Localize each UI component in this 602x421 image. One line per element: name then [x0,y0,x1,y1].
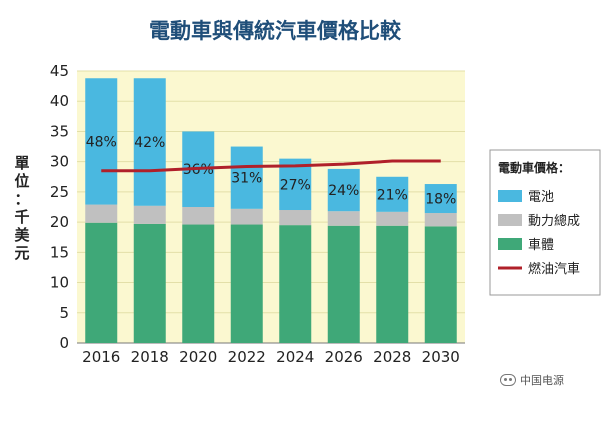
bar-動力總成-2018 [133,205,166,224]
x-tick-label: 2024 [276,348,314,366]
x-tick-label: 2026 [325,348,363,366]
x-tick-label: 2030 [422,348,460,366]
legend-swatch [498,214,522,226]
legend-label: 電池 [528,190,554,205]
y-tick-label: 5 [59,304,69,322]
battery-share-label: 27% [280,177,311,193]
legend-swatch [498,238,522,250]
legend-swatch [498,190,522,202]
battery-share-label: 18% [425,192,456,208]
legend-label: 動力總成 [528,213,580,229]
y-tick-label: 15 [50,243,69,261]
y-axis-label-char: 位 [14,172,29,190]
y-tick-label: 35 [50,122,69,140]
y-tick-label: 45 [50,62,69,80]
bar-車體-2022 [230,224,263,343]
bar-電池-2030 [424,184,457,214]
y-axis-label-char: 千 [14,208,29,226]
bar-電池-2028 [376,176,409,212]
y-tick-label: 40 [50,92,69,110]
y-tick-label: 30 [50,153,69,171]
watermark-text: 中国电源 [520,374,564,387]
y-tick-label: 20 [50,213,69,231]
y-axis-label-char: ： [14,190,29,208]
chart-title: 電動車與傳統汽車價格比較 [149,19,402,43]
bar-動力總成-2022 [230,208,263,225]
bar-車體-2020 [182,224,215,343]
bar-車體-2028 [376,225,409,343]
bar-動力總成-2020 [182,207,215,225]
bar-動力總成-2028 [376,211,409,226]
y-axis-label-char: 元 [14,244,29,262]
x-tick-label: 2016 [82,348,120,366]
y-axis-label: 單位：千美元 [14,154,30,262]
bar-動力總成-2030 [424,213,457,227]
y-tick-label: 25 [50,183,69,201]
bar-車體-2018 [133,223,166,343]
bar-動力總成-2024 [279,210,312,226]
battery-share-label: 24% [328,183,359,199]
x-axis-ticks: 2016 2018 2020 2022 2024 2026 2028 2030 [82,348,460,366]
bars [85,78,457,343]
watermark: 中国电源 [500,372,564,388]
x-tick-label: 2028 [373,348,411,366]
battery-share-label: 36% [183,162,214,178]
bar-車體-2024 [279,225,312,343]
y-axis-label-char: 美 [14,226,30,244]
bar-車體-2016 [85,222,118,343]
battery-share-label: 48% [86,134,117,150]
bar-動力總成-2016 [85,204,118,223]
x-tick-label: 2022 [228,348,266,366]
battery-share-labels: 48% 42% 36% 31% 27% 24% 21% 18% [86,134,457,207]
bar-電池-2026 [327,168,360,212]
bar-車體-2026 [327,225,360,343]
legend-label: 車體 [528,238,554,253]
y-tick-label: 0 [59,334,69,352]
legend-label: 燃油汽車 [528,261,580,277]
bar-電池-2016 [85,78,118,205]
y-axis-ticks: 0 5 10 15 20 25 30 35 40 45 [50,62,69,352]
legend-title: 電動車價格： [498,160,570,175]
x-tick-label: 2020 [179,348,217,366]
ice-car-price-line [101,159,441,173]
x-tick-label: 2018 [131,348,169,366]
battery-share-label: 42% [134,135,165,151]
y-tick-label: 10 [50,274,69,292]
bar-電池-2022 [230,146,263,209]
wechat-icon [500,374,516,386]
battery-share-label: 21% [377,187,408,203]
bar-電池-2018 [133,78,166,206]
battery-share-label: 31% [231,171,262,187]
y-axis-label-char: 單 [14,154,29,172]
bar-動力總成-2026 [327,211,360,226]
bar-車體-2030 [424,226,457,343]
